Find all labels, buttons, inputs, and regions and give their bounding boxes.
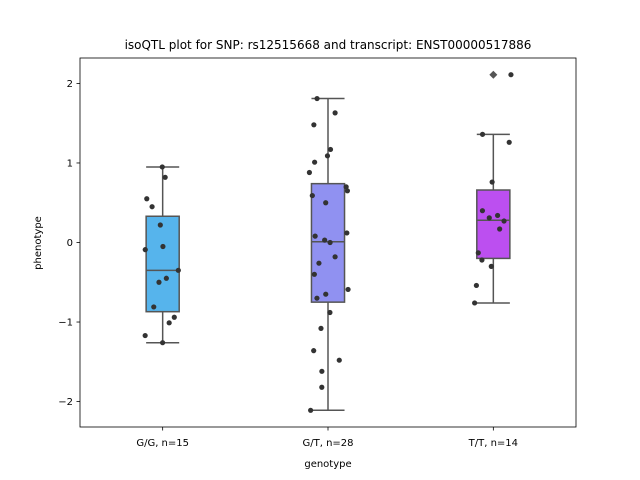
- data-point-gt: [319, 368, 325, 374]
- data-point-gg: [162, 174, 168, 180]
- y-tick-label: 2: [67, 79, 73, 90]
- data-point-tt: [475, 250, 481, 256]
- data-point-gt: [332, 110, 338, 116]
- data-point-gt: [344, 188, 351, 194]
- data-point-gt: [336, 357, 342, 363]
- data-point-gt: [343, 184, 349, 190]
- data-point-gg: [156, 279, 162, 285]
- x-axis-label: genotype: [304, 459, 351, 470]
- data-point-gt: [309, 192, 315, 199]
- data-point-gt: [322, 237, 328, 243]
- data-point-gt: [323, 291, 329, 297]
- data-point-gg: [159, 164, 165, 170]
- data-point-gg: [160, 243, 166, 250]
- data-point-gt: [327, 146, 334, 153]
- y-tick-label: −1: [58, 318, 73, 329]
- data-point-gg: [157, 222, 163, 228]
- data-point-tt: [472, 300, 478, 306]
- y-axis-label: phenotype: [33, 216, 44, 270]
- plot-frame: [79, 57, 577, 428]
- data-point-gg: [142, 247, 148, 253]
- data-point-tt: [473, 282, 479, 289]
- box-gg: [145, 215, 180, 313]
- x-tick-label-gt: G/T, n=28: [302, 438, 353, 449]
- data-point-gt: [311, 122, 317, 128]
- data-point-gt: [318, 325, 324, 331]
- data-point-gg: [149, 204, 155, 210]
- data-point-gt: [312, 233, 318, 239]
- data-point-gt: [332, 254, 338, 260]
- data-point-gt: [323, 200, 329, 206]
- data-point-gt: [344, 230, 350, 236]
- data-point-gg: [166, 320, 172, 326]
- data-point-tt: [479, 131, 486, 137]
- data-point-gg: [163, 275, 169, 281]
- data-point-gt: [308, 407, 314, 413]
- data-point-gt: [327, 239, 333, 246]
- plot-area: G/G, n=15 G/T, n=28 T/T, n=14 −2 −1 0 1 2: [58, 57, 577, 449]
- data-point-gt: [306, 169, 313, 176]
- data-point-gg: [151, 304, 157, 310]
- data-point-gg: [160, 340, 166, 346]
- outlier-marker-tt: [489, 70, 498, 79]
- data-point-tt: [479, 257, 485, 263]
- data-point-gt: [314, 95, 320, 102]
- chart-title: isoQTL plot for SNP: rs12515668 and tran…: [125, 38, 532, 52]
- data-point-tt: [489, 179, 495, 185]
- data-point-tt: [494, 212, 501, 219]
- data-point-tt: [506, 139, 512, 145]
- data-point-tt: [508, 72, 514, 78]
- x-tick-label-tt: T/T, n=14: [468, 438, 518, 449]
- data-point-gt: [324, 153, 331, 159]
- data-point-gg: [142, 332, 148, 339]
- data-point-gg: [171, 314, 177, 320]
- data-point-gt: [316, 260, 322, 266]
- data-point-gg: [144, 196, 150, 202]
- data-point-tt: [479, 208, 486, 214]
- data-point-gt: [312, 159, 318, 165]
- x-tick-label-gg: G/G, n=15: [136, 438, 189, 449]
- data-point-gt: [319, 384, 325, 390]
- y-tick-label: 1: [67, 158, 73, 169]
- y-tick-label: −2: [58, 397, 73, 408]
- data-point-gg: [175, 267, 181, 273]
- data-point-tt: [501, 218, 507, 224]
- data-point-tt: [497, 226, 503, 232]
- data-point-tt: [488, 263, 494, 269]
- data-point-gt: [345, 286, 351, 293]
- data-point-tt: [486, 215, 492, 221]
- data-point-gt: [311, 271, 317, 277]
- data-point-gt: [314, 295, 320, 301]
- data-point-gt: [327, 309, 333, 316]
- y-tick-label: 0: [67, 238, 73, 249]
- box-tt: [476, 189, 511, 260]
- data-point-gt: [311, 348, 317, 354]
